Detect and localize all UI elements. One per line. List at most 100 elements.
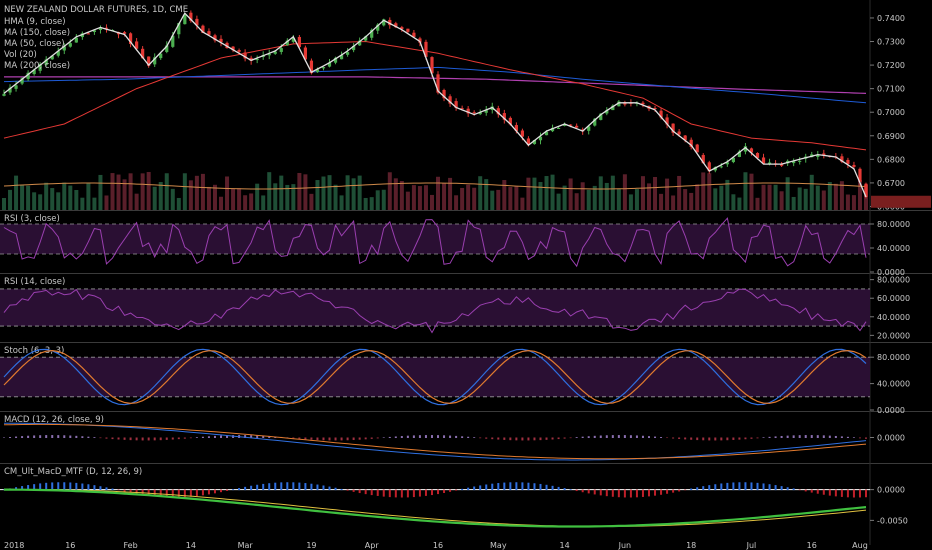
candle-body: [701, 154, 705, 164]
candle-body: [840, 156, 844, 162]
cm-histogram-bar: [557, 486, 560, 491]
panel-tick-label: 40.0000: [877, 380, 910, 389]
candle-body: [333, 57, 338, 63]
volume-bar: [267, 172, 272, 210]
candle-body: [165, 45, 169, 52]
macd-histogram-bar: [587, 436, 590, 438]
volume-bar: [44, 182, 49, 210]
cm-histogram-bar: [503, 482, 506, 491]
volume-bar: [351, 178, 356, 210]
volume-bar: [797, 187, 802, 210]
volume-bar: [146, 172, 151, 210]
macd-histogram-bar: [497, 437, 500, 440]
volume-bar: [737, 197, 742, 210]
legend-entry: Vol (20): [4, 50, 37, 60]
cm-histogram-bar: [858, 489, 861, 498]
x-tick-label: Jul: [746, 541, 757, 550]
macd-histogram-bar: [117, 437, 120, 440]
volume-bar: [327, 175, 332, 210]
volume-bar: [713, 188, 718, 210]
cm-histogram-bar: [388, 489, 391, 498]
cm-histogram-bar: [141, 489, 144, 495]
cm-histogram-bar: [334, 487, 337, 491]
macd-histogram-bar: [370, 437, 373, 439]
x-tick-label: 2018: [4, 541, 24, 550]
cm-histogram-bar: [798, 489, 801, 491]
candle-body: [466, 108, 470, 114]
candle-body: [502, 113, 506, 120]
candle-body: [418, 38, 422, 43]
macd-histogram-bar: [786, 435, 789, 438]
macd-histogram-bar: [334, 437, 337, 441]
cm-histogram-bar: [87, 484, 90, 491]
last-price-marker: [871, 195, 931, 208]
macd-histogram-bar: [412, 435, 415, 438]
volume-bar: [321, 176, 326, 210]
candle-body: [436, 74, 440, 93]
macd-histogram-bar: [9, 437, 12, 438]
candle-body: [62, 46, 66, 51]
cm-histogram-bar: [611, 489, 614, 497]
volume-bar: [62, 182, 67, 210]
legend-entry: HMA (9, close): [4, 17, 66, 27]
macd-histogram-bar: [87, 436, 90, 438]
cm-histogram-bar: [587, 489, 590, 494]
cm-histogram-bar: [310, 483, 313, 491]
price-tick-label: 0.6800: [877, 155, 905, 164]
macd-histogram-bar: [810, 435, 813, 438]
candle-body: [599, 113, 603, 120]
cm-histogram-bar: [491, 483, 494, 491]
volume-bar: [550, 174, 555, 210]
candle-body: [575, 125, 579, 128]
candle-body: [538, 136, 543, 141]
cm-histogram-bar: [256, 484, 259, 491]
candle-body: [80, 33, 84, 38]
volume-bar: [646, 183, 651, 210]
cm-histogram-bar: [726, 482, 729, 491]
cm-histogram-bar: [678, 489, 681, 492]
oscillator-band: [0, 357, 870, 397]
macd-histogram-bar: [744, 437, 747, 440]
cm-histogram-bar: [165, 489, 168, 498]
candle-body: [273, 51, 277, 54]
candle-body: [249, 57, 253, 61]
macd-histogram-bar: [708, 437, 711, 441]
candle-body: [593, 118, 597, 126]
cm-histogram-bar: [485, 484, 488, 491]
price-tick-label: 0.7300: [877, 38, 905, 47]
cm-histogram-bar: [792, 488, 795, 491]
x-tick-label: Feb: [124, 541, 138, 550]
volume-bar: [297, 172, 302, 210]
cm-histogram-bar: [340, 488, 343, 491]
macd-line: [4, 422, 867, 461]
x-tick-label: 16: [65, 541, 75, 550]
macd-histogram-bar: [726, 437, 729, 441]
legend-entry: MA (200, close): [4, 61, 70, 71]
macd-histogram-bar: [69, 435, 72, 438]
candle-body: [514, 125, 518, 132]
macd-histogram-bar: [503, 437, 506, 440]
candle-body: [327, 62, 332, 67]
candle-body: [496, 108, 500, 115]
cm-histogram-bar: [63, 482, 66, 491]
cm-histogram-bar: [105, 487, 108, 491]
candle-body: [737, 151, 742, 157]
candle-body: [297, 36, 301, 48]
candle-body: [243, 52, 247, 59]
cm-histogram-bar: [189, 489, 192, 497]
candle-body: [695, 144, 699, 153]
candle-body: [755, 152, 760, 158]
cm-histogram-bar: [563, 488, 566, 491]
cm-histogram-bar: [696, 487, 699, 491]
macd-histogram-bar: [45, 435, 48, 438]
cm-histogram-bar: [394, 489, 397, 498]
volume-bar: [502, 180, 507, 210]
cm-histogram-bar: [822, 489, 825, 495]
cm-histogram-bar: [262, 483, 265, 491]
macd-histogram-bar: [189, 437, 192, 439]
macd-histogram-bar: [858, 437, 861, 439]
candle-body: [74, 37, 78, 43]
macd-histogram-bar: [816, 435, 819, 438]
cm-histogram-bar: [666, 489, 669, 494]
